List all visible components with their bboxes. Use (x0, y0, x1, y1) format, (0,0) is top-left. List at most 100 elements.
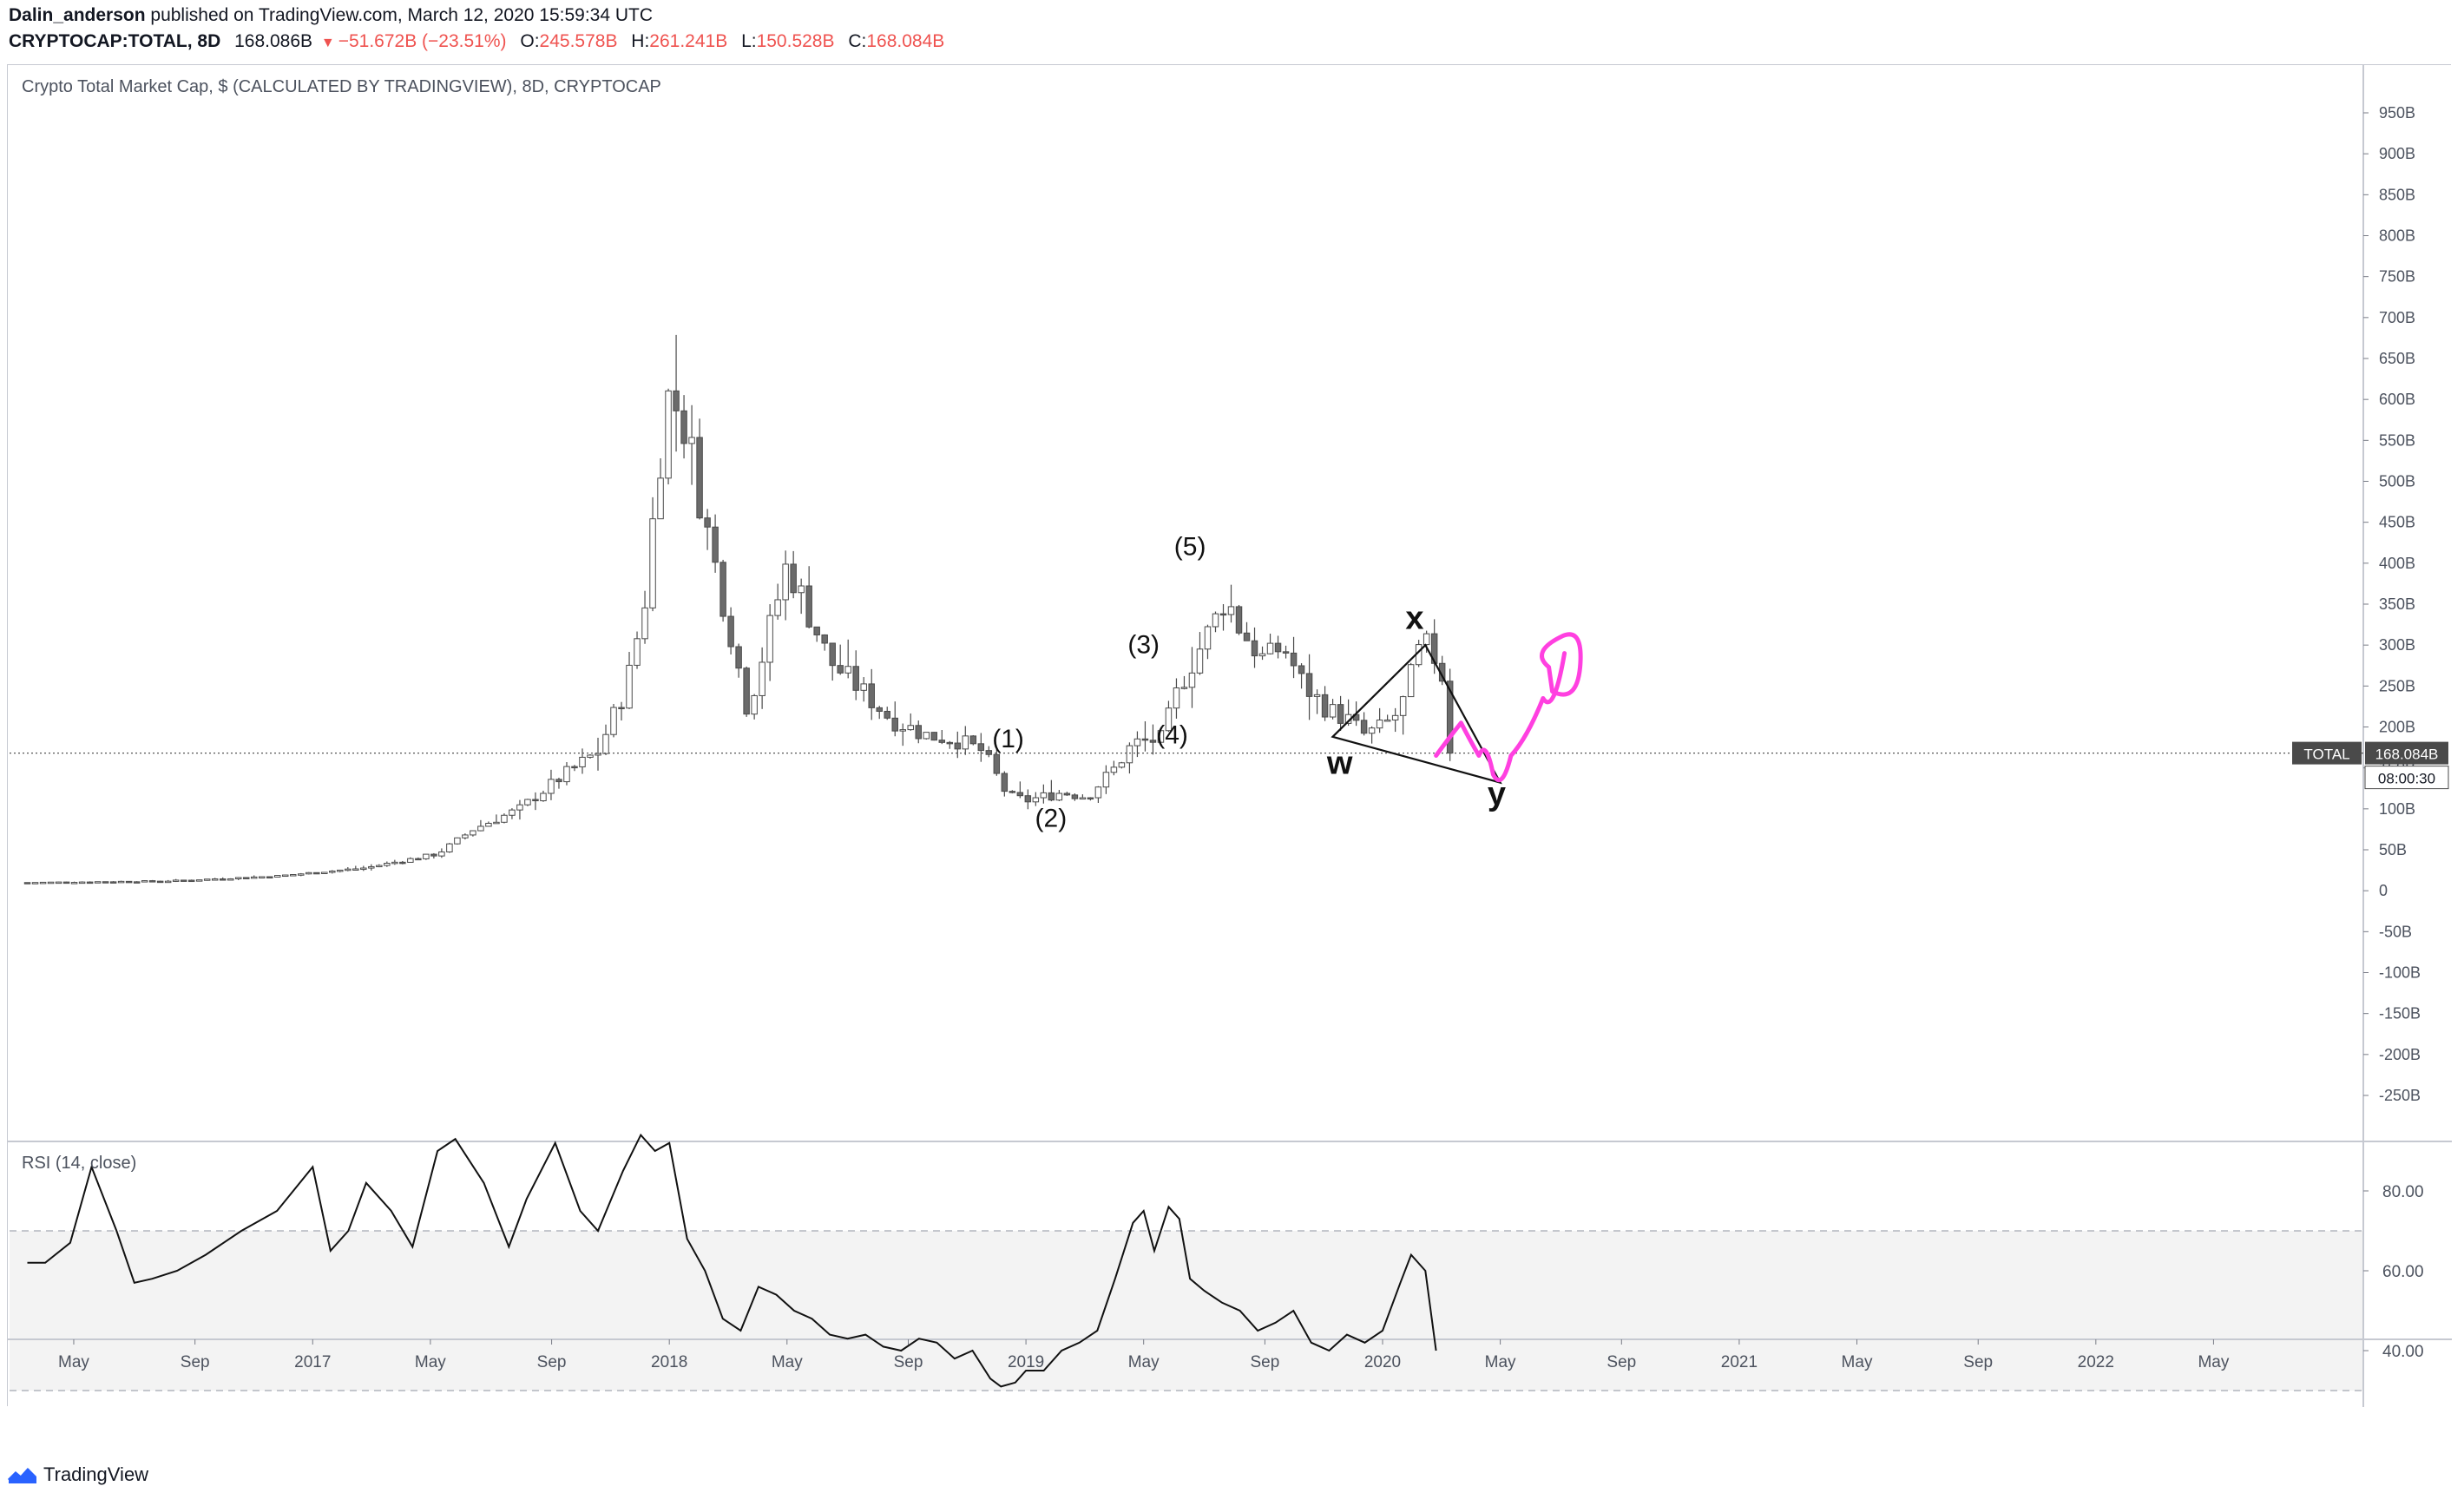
candle (759, 661, 765, 696)
candle (352, 868, 359, 871)
candle (290, 874, 297, 877)
candle (94, 881, 102, 884)
wave-label: (5) (1174, 532, 1206, 561)
price-tick-label: 900B (2379, 145, 2415, 162)
wave-label: (1) (992, 725, 1024, 753)
price-tick-label: 600B (2379, 391, 2415, 408)
candle (1251, 640, 1258, 657)
candle (657, 477, 664, 520)
candle (673, 390, 680, 411)
candle (563, 766, 570, 783)
tradingview-logo[interactable]: TradingView (7, 1463, 148, 1486)
candle (1298, 665, 1305, 674)
time-tick-label: 2017 (294, 1353, 331, 1371)
rsi-tick-label: 60.00 (2382, 1263, 2424, 1281)
symbol-name[interactable]: CRYPTOCAP:TOTAL, 8D (9, 31, 221, 51)
candle (712, 526, 719, 563)
candle (727, 615, 734, 648)
candle (876, 707, 883, 712)
candle (1446, 681, 1454, 754)
candle (1305, 673, 1313, 697)
price-tick-label: 850B (2379, 186, 2415, 203)
candle (696, 437, 703, 519)
triangle-pattern (1331, 643, 1502, 785)
chart-frame[interactable]: 950B 900B 850B 800B 750B 700B 650B 600B 550B 500B… (7, 64, 2452, 1407)
candle (23, 882, 31, 885)
candle (930, 732, 938, 741)
candle (1282, 651, 1290, 654)
candle (1001, 773, 1009, 792)
chart-canvas[interactable]: 950B 900B 850B 800B 750B 700B 650B 600B 550B 500B… (8, 65, 2452, 1407)
candle (907, 725, 914, 731)
candle (1407, 664, 1415, 698)
candle (1360, 720, 1368, 734)
publish-date: published on TradingView.com, March 12, … (150, 5, 654, 25)
candle (1212, 613, 1219, 628)
candle (1219, 613, 1227, 616)
candle (493, 821, 500, 825)
price-tick-label: 250B (2379, 677, 2415, 694)
candle (156, 880, 164, 884)
price-tick-label: 550B (2379, 431, 2415, 449)
candle (1149, 740, 1157, 743)
price-tick-label: 800B (2379, 227, 2415, 245)
candle (1173, 687, 1180, 709)
candle (329, 871, 336, 873)
candle (62, 881, 70, 885)
candle (266, 876, 273, 878)
candle (595, 753, 601, 756)
candle (1227, 606, 1235, 615)
rsi-tick-label: 40.00 (2382, 1343, 2424, 1361)
open-value: 245.578B (539, 31, 618, 51)
candle (399, 861, 406, 865)
author-name[interactable]: Dalin_anderson (9, 5, 146, 25)
candle (610, 707, 617, 735)
low-value: 150.528B (756, 31, 835, 51)
candle (868, 683, 875, 708)
open-label: O: (520, 31, 540, 51)
time-tick-label: May (1485, 1353, 1516, 1371)
candle (509, 809, 516, 816)
rsi-tick-label: 80.00 (2382, 1183, 2424, 1201)
candle (860, 683, 867, 691)
candle (219, 878, 227, 881)
candle (719, 562, 726, 617)
candle (1071, 794, 1079, 799)
down-arrow-icon: ▼ (320, 36, 335, 50)
candle (743, 668, 750, 715)
candle (141, 880, 148, 883)
candle (368, 865, 375, 869)
countdown-bg (2364, 766, 2449, 790)
candle (274, 875, 281, 878)
wave-label: (2) (1035, 805, 1068, 833)
candle (962, 735, 969, 750)
time-tick-label: Sep (1963, 1353, 1993, 1371)
candle (837, 665, 844, 674)
candle (946, 741, 954, 745)
candle (649, 518, 656, 608)
price-tick-label: -200B (2379, 1046, 2421, 1063)
candle (423, 853, 430, 859)
candle (1321, 694, 1329, 718)
candle (164, 880, 172, 884)
candle (1188, 672, 1196, 688)
time-tick-label: 2020 (1364, 1353, 1401, 1371)
candle (1383, 719, 1391, 722)
candle (337, 869, 344, 872)
candle (899, 729, 906, 732)
candle (109, 881, 117, 884)
candle (1266, 642, 1274, 654)
price-tick-label: 50B (2379, 841, 2407, 858)
candle (203, 878, 211, 881)
rsi-label: RSI (14, close) (22, 1154, 137, 1173)
candle (454, 837, 461, 845)
candle (1235, 606, 1243, 634)
candle (1243, 632, 1251, 641)
candle (829, 642, 836, 667)
candle (1009, 791, 1016, 793)
candle (102, 881, 109, 884)
candle (938, 740, 946, 743)
price-tick-label: -50B (2379, 923, 2412, 940)
time-tick-label: Sep (1607, 1353, 1636, 1371)
time-tick-label: Sep (537, 1353, 567, 1371)
